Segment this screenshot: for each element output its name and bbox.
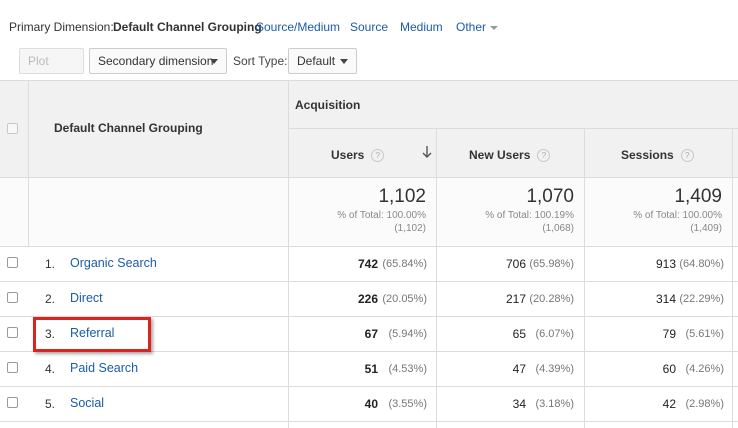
row-checkbox[interactable]	[7, 292, 18, 303]
sort-type-dropdown[interactable]: Default	[288, 48, 357, 74]
sessions-pct: (4.26%)	[685, 363, 724, 375]
sessions-header-label: Sessions	[621, 148, 674, 162]
table-header	[0, 80, 738, 178]
sessions-value: 60	[662, 362, 676, 376]
new-users-total: 1,070	[526, 186, 574, 207]
dimension-option-source-medium[interactable]: Source/Medium	[256, 20, 341, 34]
dimension-option-other[interactable]: Other	[456, 20, 499, 34]
sessions-value: 79	[662, 327, 676, 341]
acquisition-group-header: Acquisition	[295, 98, 361, 112]
sessions-total-base: (1,409)	[690, 223, 722, 234]
row-number: 4.	[45, 362, 56, 376]
question-circle-icon[interactable]: ?	[537, 149, 551, 163]
sessions-pct: (64.80%)	[679, 258, 724, 270]
users-pct: (4.53%)	[388, 363, 427, 375]
plot-rows-button[interactable]: Plot Rows	[19, 48, 84, 92]
users-total-base: (1,102)	[394, 223, 426, 234]
users-value: 67	[364, 327, 378, 341]
users-total-pct: % of Total: 100.00%	[337, 210, 426, 221]
new-users-value: 47	[512, 362, 526, 376]
sessions-total: 1,409	[674, 186, 722, 207]
channel-link-organic-search[interactable]: Organic Search	[70, 256, 157, 270]
users-value: 742	[357, 257, 378, 271]
new-users-pct: (3.18%)	[535, 398, 574, 410]
row-number: 1.	[45, 257, 56, 271]
row-checkbox[interactable]	[7, 397, 18, 408]
users-pct: (5.94%)	[388, 328, 427, 340]
new-users-value: 34	[512, 397, 526, 411]
referral-highlight-box	[33, 317, 151, 352]
users-pct: (20.05%)	[382, 293, 427, 305]
dimension-option-source[interactable]: Source	[350, 20, 389, 34]
sessions-value: 42	[662, 397, 676, 411]
arrow-down-icon[interactable]	[422, 146, 432, 158]
sessions-pct: (22.29%)	[679, 293, 724, 305]
new-users-header-label: New Users	[469, 148, 531, 162]
new-users-pct: (20.28%)	[529, 293, 574, 305]
caret-down-icon	[490, 25, 499, 30]
select-all-checkbox[interactable]	[7, 123, 18, 134]
report-table: Default Channel Grouping Acquisition Use…	[0, 80, 738, 428]
secondary-dimension-label: Secondary dimension	[98, 54, 214, 68]
new-users-pct: (6.07%)	[535, 328, 574, 340]
channel-link-paid-search[interactable]: Paid Search	[70, 361, 139, 375]
row-number: 2.	[45, 292, 56, 306]
new-users-value: 65	[512, 327, 526, 341]
users-pct: (65.84%)	[382, 258, 427, 270]
new-users-pct: (4.39%)	[535, 363, 574, 375]
caret-down-icon	[340, 59, 348, 64]
users-pct: (3.55%)	[388, 398, 427, 410]
new-users-column-header[interactable]: New Users?	[469, 148, 551, 163]
users-value: 40	[364, 397, 378, 411]
dimension-option-other-label: Other	[456, 20, 487, 34]
row-number: 5.	[45, 397, 56, 411]
users-header-label: Users	[331, 148, 365, 162]
new-users-total-base: (1,068)	[542, 223, 574, 234]
totals-row	[0, 178, 738, 246]
sessions-value: 913	[655, 257, 676, 271]
users-value: 51	[364, 362, 378, 376]
new-users-value: 217	[505, 292, 526, 306]
dimension-column-header[interactable]: Default Channel Grouping	[54, 121, 203, 135]
sessions-pct: (2.98%)	[685, 398, 724, 410]
row-checkbox[interactable]	[7, 327, 18, 338]
primary-dimension-label: Primary Dimension:	[9, 20, 114, 34]
row-checkbox[interactable]	[7, 257, 18, 268]
question-circle-icon[interactable]: ?	[680, 149, 694, 163]
users-column-header[interactable]: Users?	[331, 148, 385, 163]
primary-dimension-bar: Primary Dimension: Default Channel Group…	[0, 0, 738, 42]
caret-down-icon	[210, 59, 218, 64]
channel-link-direct[interactable]: Direct	[70, 291, 103, 305]
row-checkbox[interactable]	[7, 362, 18, 373]
channel-link-social[interactable]: Social	[70, 396, 105, 410]
table-toolbar: Plot Rows Secondary dimension Sort Type:…	[0, 42, 738, 92]
new-users-total-pct: % of Total: 100.19%	[485, 210, 574, 221]
question-circle-icon[interactable]: ?	[371, 149, 385, 163]
users-total: 1,102	[378, 186, 426, 207]
secondary-dimension-dropdown[interactable]: Secondary dimension	[89, 48, 227, 74]
sessions-value: 314	[655, 292, 676, 306]
sessions-total-pct: % of Total: 100.00%	[633, 210, 722, 221]
sessions-pct: (5.61%)	[685, 328, 724, 340]
new-users-value: 706	[505, 257, 526, 271]
channel-link-referral[interactable]: Referral	[70, 326, 115, 340]
row-number: 3.	[45, 327, 56, 341]
new-users-pct: (65.98%)	[529, 258, 574, 270]
sessions-column-header[interactable]: Sessions?	[621, 148, 694, 163]
users-value: 226	[357, 292, 378, 306]
sort-type-value: Default	[297, 54, 336, 68]
sort-type-label: Sort Type:	[233, 54, 288, 68]
dimension-option-medium[interactable]: Medium	[400, 20, 443, 34]
primary-dimension-current: Default Channel Grouping	[113, 20, 262, 34]
